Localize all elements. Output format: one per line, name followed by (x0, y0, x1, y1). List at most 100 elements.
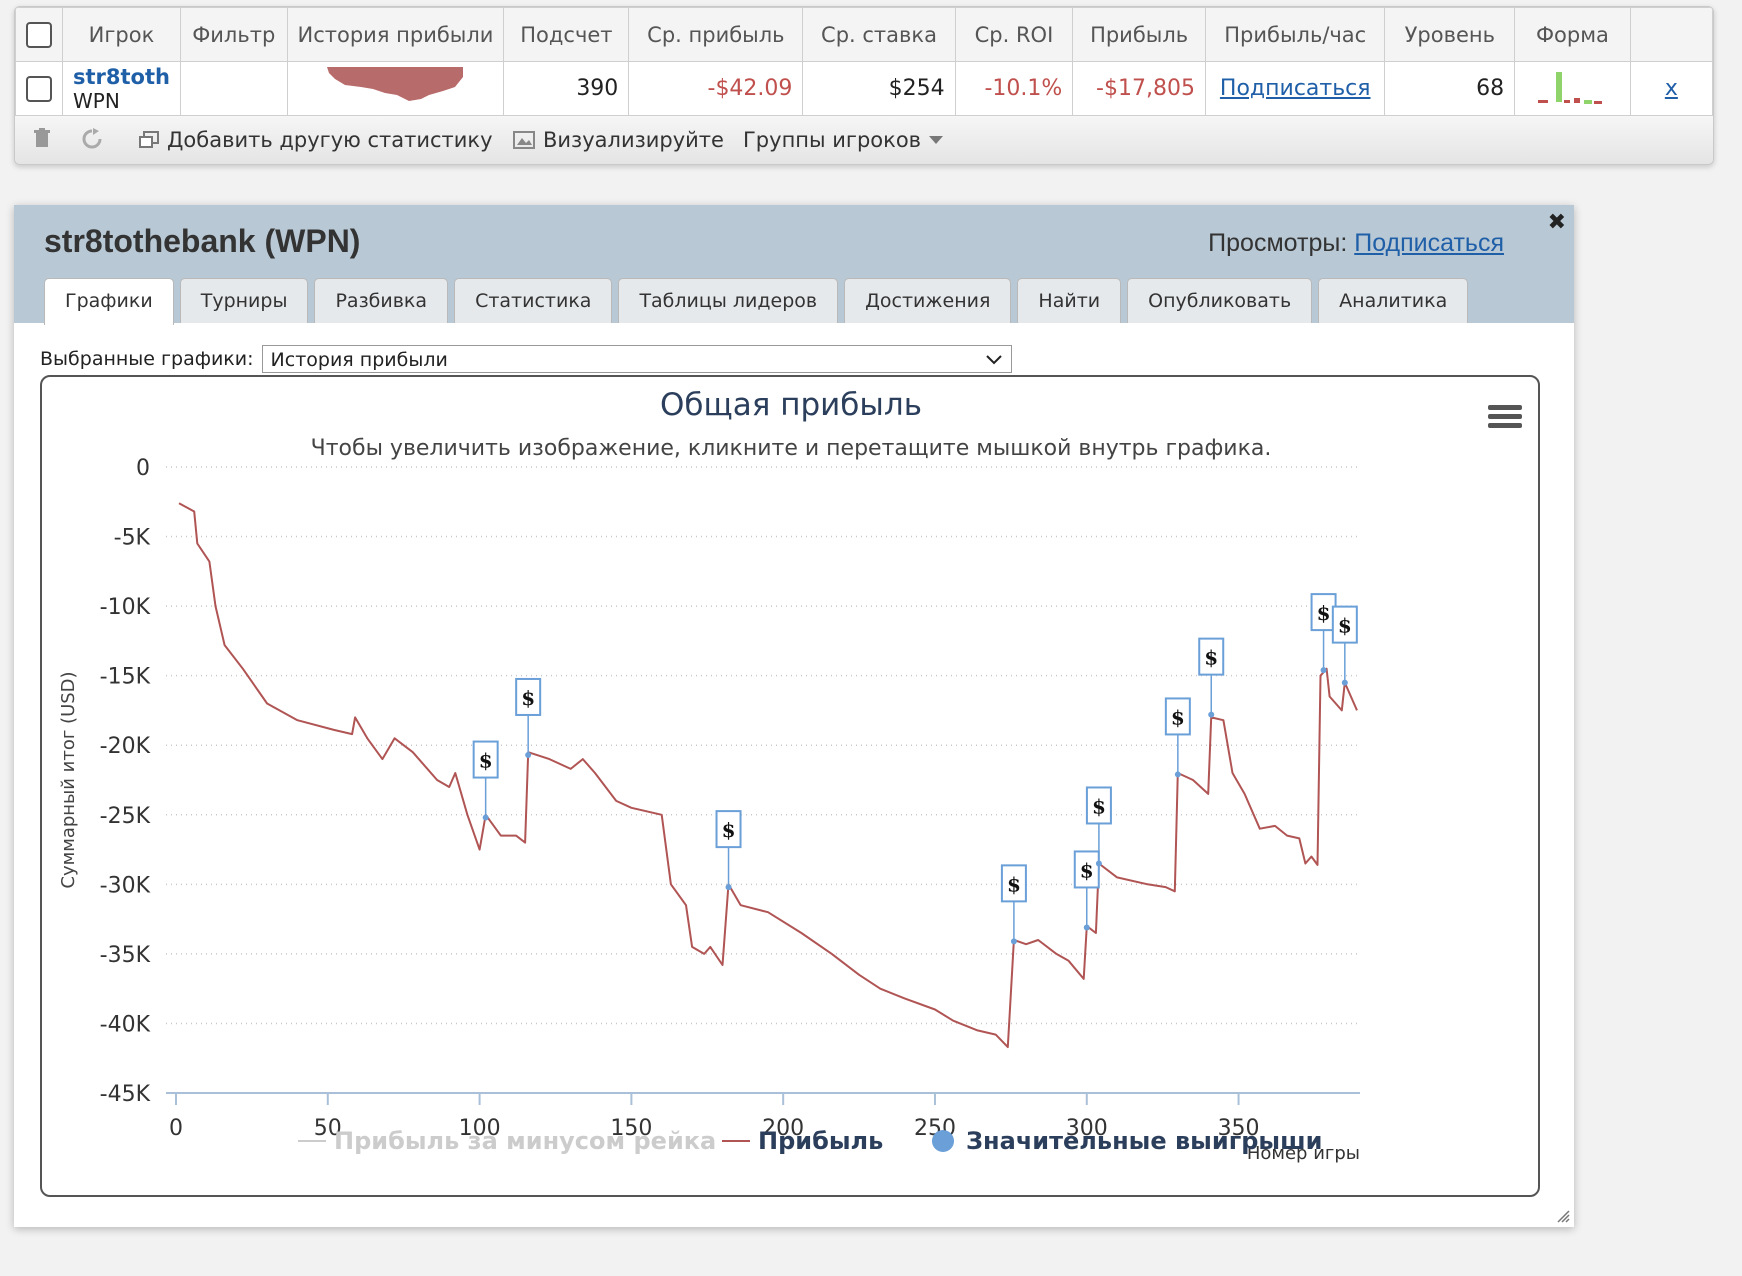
visualize-button[interactable]: Визуализируйте (513, 128, 724, 152)
chart-select-value: История прибыли (270, 349, 448, 371)
views-label: Просмотры: (1208, 229, 1348, 257)
x-tick-label: 50 (314, 1116, 342, 1141)
big-win-point (525, 751, 532, 758)
tab-achievements[interactable]: Достижения (844, 278, 1012, 323)
col-header-avg-stake[interactable]: Ср. ставка (802, 7, 956, 62)
tab-charts[interactable]: Графики (44, 278, 174, 325)
big-win-flag (715, 810, 742, 849)
x-tick-label: 150 (610, 1116, 652, 1141)
x-tick-label: 200 (762, 1116, 804, 1141)
col-header-profit-per-hour[interactable]: Прибыль/час (1204, 7, 1386, 62)
chart-select-row: Выбранные графики: История прибыли (40, 345, 1012, 373)
avg-profit-cell: -$42.09 (628, 61, 804, 116)
row-checkbox[interactable] (26, 75, 52, 102)
player-name-link[interactable]: str8toth (73, 64, 170, 89)
delete-button[interactable] (33, 128, 51, 148)
big-win-dollar-label: $ (1338, 614, 1352, 638)
views-info: Просмотры: Подписаться (1208, 229, 1504, 258)
y-axis-label: Суммарный итог (USD) (58, 671, 79, 888)
col-header-remove (1629, 7, 1713, 62)
views-subscribe-link[interactable]: Подписаться (1354, 229, 1504, 257)
big-win-flag (1198, 637, 1225, 676)
col-header-form[interactable]: Форма (1514, 7, 1631, 62)
remove-cell: x (1629, 61, 1713, 116)
col-header-avg-profit[interactable]: Ср. прибыль (628, 7, 804, 62)
profit-cell: -$17,805 (1072, 61, 1206, 116)
col-header-filter[interactable]: Фильтр (179, 7, 288, 62)
image-icon (513, 131, 535, 149)
tab-tournaments[interactable]: Турниры (179, 278, 309, 323)
chevron-down-icon (985, 355, 1002, 365)
legend-profit-label: Прибыль (758, 1127, 883, 1155)
chart-select-dropdown[interactable]: История прибыли (261, 345, 1012, 373)
refresh-icon (82, 128, 102, 149)
hamburger-menu-icon (1488, 414, 1522, 419)
x-tick-label: 0 (169, 1116, 183, 1141)
tab-leaderboards[interactable]: Таблицы лидеров (618, 278, 839, 323)
stats-player-row: str8toth WPN 390 -$42.09 $254 -10.1% -$1… (15, 61, 1713, 116)
x-tick-label: 350 (1218, 1116, 1260, 1141)
big-win-dollar-label: $ (1317, 601, 1331, 625)
legend-bigwin-label: Значительные выигрыши (966, 1127, 1322, 1155)
legend-bigwin-swatch (932, 1130, 954, 1152)
caret-down-icon (929, 136, 944, 144)
filter-cell (179, 61, 288, 116)
select-all-checkbox[interactable] (26, 21, 52, 48)
close-icon[interactable]: ✖ (1547, 209, 1566, 234)
big-win-flag (1164, 697, 1191, 736)
big-win-dollar-label: $ (722, 818, 736, 842)
subscribe-link[interactable]: Подписаться (1219, 76, 1371, 101)
x-tick-label: 300 (1066, 1116, 1108, 1141)
player-site: WPN (73, 88, 120, 113)
y-tick-label: -45K (100, 1082, 151, 1107)
tab-find[interactable]: Найти (1017, 278, 1122, 323)
col-header-count[interactable]: Подсчет (503, 7, 630, 62)
sparkline-chart (327, 66, 464, 101)
tab-breakdown[interactable]: Разбивка (314, 278, 449, 323)
big-win-dollar-label: $ (1007, 872, 1021, 896)
player-stats-panel: Игрок Фильтр История прибыли Подсчет Ср.… (14, 6, 1714, 165)
add-stats-button[interactable]: Добавить другую статистику (139, 128, 493, 152)
refresh-button[interactable] (81, 128, 103, 150)
profit-per-hour-cell: Подписаться (1204, 61, 1386, 116)
player-cell: str8toth WPN (62, 61, 181, 116)
tab-statistics[interactable]: Статистика (454, 278, 613, 323)
resize-grip-icon[interactable] (1556, 1209, 1570, 1223)
profit-history-sparkline[interactable] (286, 61, 505, 116)
tab-publish[interactable]: Опубликовать (1127, 278, 1313, 323)
big-win-point (1320, 667, 1327, 674)
tab-analytics[interactable]: Аналитика (1318, 278, 1469, 323)
big-win-flag (515, 677, 542, 716)
add-window-icon (139, 131, 159, 148)
big-win-dollar-label: $ (1171, 705, 1185, 729)
x-tick-label: 100 (459, 1116, 501, 1141)
col-header-level[interactable]: Уровень (1384, 7, 1516, 62)
hamburger-menu-icon (1488, 405, 1522, 410)
big-win-point (482, 814, 489, 821)
stats-header-row: Игрок Фильтр История прибыли Подсчет Ср.… (15, 7, 1713, 62)
count-cell: 390 (503, 61, 630, 116)
profit-chart[interactable]: Общая прибыль Чтобы увеличить изображение… (42, 377, 1538, 1195)
col-header-player[interactable]: Игрок (62, 7, 181, 62)
y-tick-label: -10K (100, 595, 151, 620)
col-header-profit-history[interactable]: История прибыли (286, 7, 505, 62)
big-win-flag (1073, 850, 1100, 889)
big-win-dollar-label: $ (1092, 794, 1106, 818)
player-window: str8tothebank (WPN) Просмотры: Подписать… (14, 205, 1574, 1227)
stats-table: Игрок Фильтр История прибыли Подсчет Ср.… (15, 7, 1713, 116)
player-groups-dropdown[interactable]: Группы игроков (743, 128, 944, 152)
big-win-point (1010, 938, 1017, 945)
remove-player-link[interactable]: x (1664, 76, 1678, 101)
select-all-cell[interactable] (15, 7, 63, 62)
trash-icon (34, 128, 50, 147)
chart-title: Общая прибыль (660, 387, 922, 423)
profit-series-line (178, 502, 1358, 1049)
col-header-profit[interactable]: Прибыль (1072, 7, 1206, 62)
chart-container[interactable]: Общая прибыль Чтобы увеличить изображение… (40, 375, 1540, 1197)
player-window-header: str8tothebank (WPN) Просмотры: Подписать… (14, 205, 1574, 325)
row-checkbox-cell[interactable] (15, 61, 63, 116)
y-tick-label: -30K (100, 873, 151, 898)
big-win-dollar-label: $ (1204, 646, 1218, 670)
col-header-avg-roi[interactable]: Ср. ROI (954, 7, 1074, 62)
form-bars-chart (1538, 71, 1603, 104)
